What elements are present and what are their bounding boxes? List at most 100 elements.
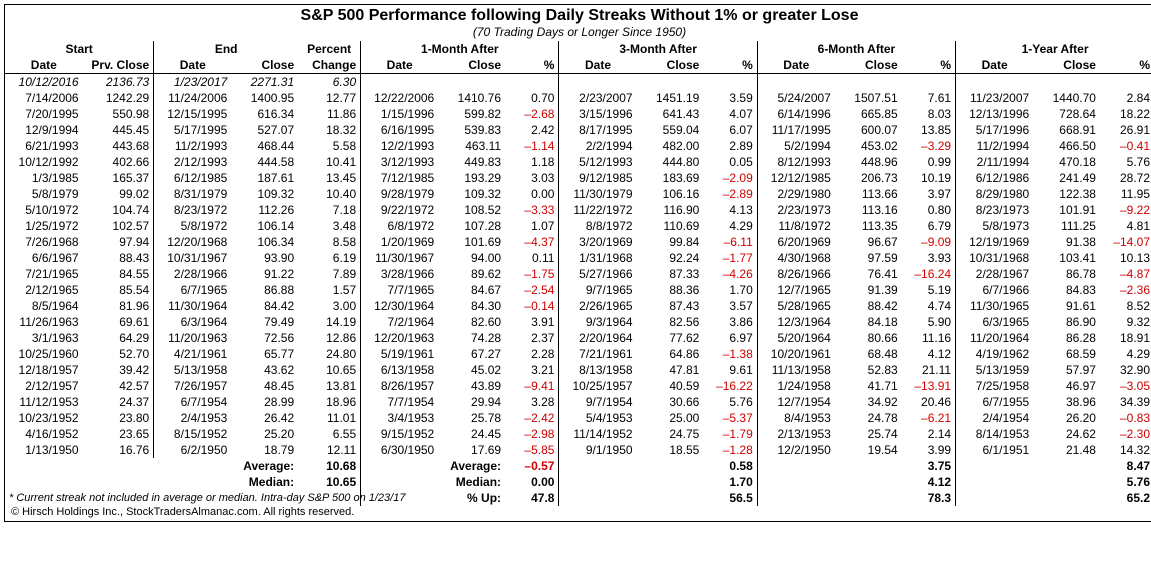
m6-up: 78.3 xyxy=(902,490,956,506)
cell: 24.45 xyxy=(438,426,505,442)
cell: 5/13/1958 xyxy=(154,362,232,378)
cell: 3/1/1963 xyxy=(5,330,83,346)
cell: 11/23/2007 xyxy=(956,90,1034,106)
cell: –0.41 xyxy=(1100,138,1151,154)
table-row: 2/12/196585.546/7/196586.881.577/7/19658… xyxy=(5,282,1151,298)
cell: 6/14/1996 xyxy=(757,106,835,122)
avg-label: Average: xyxy=(5,458,298,474)
cell: 559.04 xyxy=(637,122,704,138)
cell: 10/20/1961 xyxy=(757,346,835,362)
cell: 5.19 xyxy=(902,282,956,298)
cell: 10/25/1957 xyxy=(559,378,637,394)
cell: 113.66 xyxy=(835,186,902,202)
cell: 11/2/1993 xyxy=(154,138,232,154)
cell xyxy=(956,74,1034,91)
cell: 2.28 xyxy=(505,346,559,362)
cell: 449.83 xyxy=(438,154,505,170)
cell: 6.19 xyxy=(298,250,361,266)
cell: 5/8/1973 xyxy=(956,218,1034,234)
table-row: 1/13/195016.766/2/195018.7912.116/30/195… xyxy=(5,442,1151,458)
cell: 11/22/1972 xyxy=(559,202,637,218)
cell: 12/7/1954 xyxy=(757,394,835,410)
cell: 1400.95 xyxy=(231,90,298,106)
cell: 8/17/1995 xyxy=(559,122,637,138)
cell: 12/2/1950 xyxy=(757,442,835,458)
cell: 12/19/1969 xyxy=(956,234,1034,250)
cell: 94.00 xyxy=(438,250,505,266)
cell: 2.14 xyxy=(902,426,956,442)
cell: 539.83 xyxy=(438,122,505,138)
y1-up: 65.2 xyxy=(1100,490,1151,506)
table-row: 1/25/1972102.575/8/1972106.143.486/8/197… xyxy=(5,218,1151,234)
cell: 77.62 xyxy=(637,330,704,346)
cell: 7.89 xyxy=(298,266,361,282)
pc-avg: 10.68 xyxy=(298,458,361,474)
cell: 84.83 xyxy=(1033,282,1100,298)
cell: 11/12/1953 xyxy=(5,394,83,410)
hdr-m1-date: Date xyxy=(361,57,439,74)
cell: 82.56 xyxy=(637,314,704,330)
cell: 18.96 xyxy=(298,394,361,410)
cell: 18.55 xyxy=(637,442,704,458)
cell: 600.07 xyxy=(835,122,902,138)
cell: 12/18/1957 xyxy=(5,362,83,378)
cell: 445.45 xyxy=(83,122,154,138)
cell: 7/26/1968 xyxy=(5,234,83,250)
cell: 2271.31 xyxy=(231,74,298,91)
hdr-m1-close: Close xyxy=(438,57,505,74)
cell: 97.94 xyxy=(83,234,154,250)
cell: 52.70 xyxy=(83,346,154,362)
cell: –2.54 xyxy=(505,282,559,298)
cell: 68.59 xyxy=(1033,346,1100,362)
cell: 101.91 xyxy=(1033,202,1100,218)
cell: 6.97 xyxy=(703,330,757,346)
cell: 0.00 xyxy=(505,186,559,202)
cell: 5/20/1964 xyxy=(757,330,835,346)
cell: 6/7/1954 xyxy=(154,394,232,410)
hdr-m3-close: Close xyxy=(637,57,704,74)
grp-end: End xyxy=(154,41,298,57)
cell: 122.38 xyxy=(1033,186,1100,202)
cell: 39.42 xyxy=(83,362,154,378)
cell xyxy=(757,74,835,91)
cell: 9/3/1964 xyxy=(559,314,637,330)
cell: 2.42 xyxy=(505,122,559,138)
cell: 6/6/1967 xyxy=(5,250,83,266)
cell: 101.69 xyxy=(438,234,505,250)
cell: 81.96 xyxy=(83,298,154,314)
cell: 8/23/1972 xyxy=(154,202,232,218)
cell: 42.57 xyxy=(83,378,154,394)
cell: 13.45 xyxy=(298,170,361,186)
cell: 97.59 xyxy=(835,250,902,266)
cell: 5/17/1996 xyxy=(956,122,1034,138)
cell: 11/30/1979 xyxy=(559,186,637,202)
cell: 93.90 xyxy=(231,250,298,266)
cell: –2.89 xyxy=(703,186,757,202)
cell: –1.77 xyxy=(703,250,757,266)
cell: 7/20/1995 xyxy=(5,106,83,122)
table-row: 7/21/196584.552/28/196691.227.893/28/196… xyxy=(5,266,1151,282)
cell: 4/21/1961 xyxy=(154,346,232,362)
cell: 88.42 xyxy=(835,298,902,314)
cell: –0.14 xyxy=(505,298,559,314)
hdr-m1-pct: % xyxy=(505,57,559,74)
hdr-m3-pct: % xyxy=(703,57,757,74)
cell: 72.56 xyxy=(231,330,298,346)
m1-avg: –0.57 xyxy=(505,458,559,474)
cell: 12/15/1995 xyxy=(154,106,232,122)
cell: 10.19 xyxy=(902,170,956,186)
cell: 2/13/1953 xyxy=(757,426,835,442)
cell: 21.11 xyxy=(902,362,956,378)
cell: 47.81 xyxy=(637,362,704,378)
cell: 3.91 xyxy=(505,314,559,330)
cell: 1/31/1968 xyxy=(559,250,637,266)
cell: 26.20 xyxy=(1033,410,1100,426)
cell: –4.87 xyxy=(1100,266,1151,282)
cell: 18.79 xyxy=(231,442,298,458)
table-row: 12/18/195739.425/13/195843.6210.656/13/1… xyxy=(5,362,1151,378)
cell: 23.80 xyxy=(83,410,154,426)
cell: 599.82 xyxy=(438,106,505,122)
table-row: 8/5/196481.9611/30/196484.423.0012/30/19… xyxy=(5,298,1151,314)
cell: 8.58 xyxy=(298,234,361,250)
cell: 40.59 xyxy=(637,378,704,394)
